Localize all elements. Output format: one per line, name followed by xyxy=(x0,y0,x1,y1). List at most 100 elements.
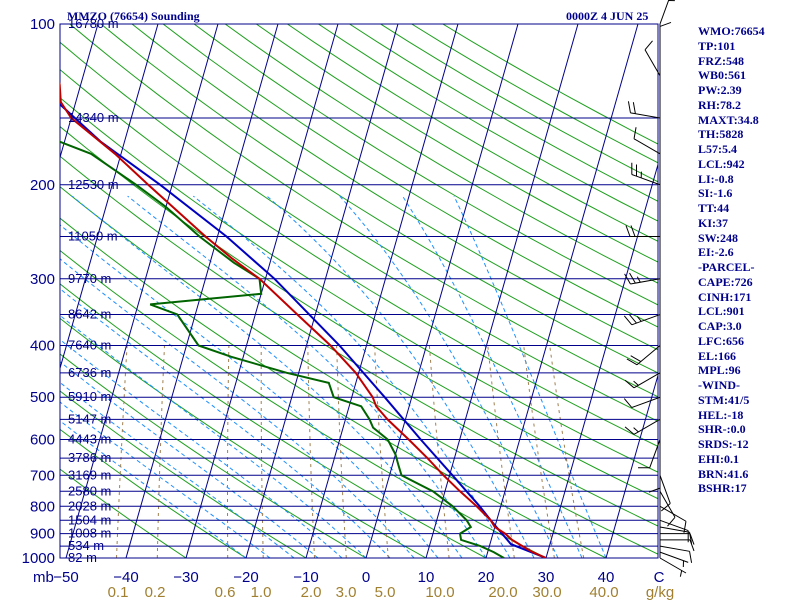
height-label: 16780 m xyxy=(68,16,119,31)
index-item: EI:-2.6 xyxy=(698,245,734,260)
isotherm xyxy=(545,162,658,558)
wind-barb-feather xyxy=(632,102,636,114)
index-item: -WIND- xyxy=(698,378,740,392)
height-label: 2580 m xyxy=(68,483,111,498)
dry-adiabat xyxy=(60,317,427,558)
wind-barb xyxy=(626,345,661,366)
wind-barb-feather xyxy=(623,315,633,326)
dry-adiabat xyxy=(287,24,658,242)
temperature-tick-label: −40 xyxy=(113,569,138,586)
dry-adiabat xyxy=(60,125,658,500)
wind-barb xyxy=(659,526,693,544)
moist-adiabat xyxy=(127,195,487,558)
wind-barb-staff xyxy=(631,396,661,408)
index-item: WB0:561 xyxy=(698,68,746,83)
wind-barb-feather xyxy=(689,539,695,552)
height-label: 8642 m xyxy=(68,307,111,322)
mixing-ratio-line xyxy=(523,345,555,558)
mixing-ratio-unit-label: g/kg xyxy=(646,584,674,600)
height-label: 1504 m xyxy=(68,512,111,527)
index-item: L57:5.4 xyxy=(698,142,737,156)
isotherm xyxy=(305,24,459,558)
mixing-ratio-label: 20.0 xyxy=(488,584,517,600)
dry-adiabat xyxy=(60,428,247,558)
moist-adiabat xyxy=(60,381,295,558)
index-item: BSHR:17 xyxy=(698,481,747,496)
moist-adiabat xyxy=(60,258,415,558)
height-label: 5910 m xyxy=(68,389,111,404)
temperature-tick-label: 30 xyxy=(538,569,555,586)
mixing-ratio-label: 10.0 xyxy=(425,584,454,600)
wind-barb-feather xyxy=(689,533,695,545)
index-item: LFC:656 xyxy=(698,333,744,348)
wind-barb xyxy=(625,225,660,237)
wind-barb-feather xyxy=(628,313,637,324)
moist-adiabat xyxy=(192,195,511,558)
index-item: WMO:76654 xyxy=(698,24,765,38)
height-label: 4443 m xyxy=(68,432,111,447)
wind-barb xyxy=(627,101,661,119)
dry-adiabat xyxy=(131,24,658,351)
index-item: SRDS:-12 xyxy=(698,437,749,451)
index-item: CINH:171 xyxy=(698,289,752,304)
mixing-ratio-line xyxy=(428,345,450,558)
isotherm xyxy=(365,24,519,558)
wind-barb xyxy=(624,272,661,285)
pressure-tick-label: 200 xyxy=(30,177,55,194)
index-item: LI:-0.8 xyxy=(698,171,734,186)
wind-barb-half-feather xyxy=(636,316,642,322)
moist-adiabat xyxy=(60,338,343,558)
wind-barb-feather xyxy=(625,225,631,237)
wind-barb-feather xyxy=(683,521,687,533)
index-item: -PARCEL- xyxy=(698,260,755,274)
temperature-tick-label: 0 xyxy=(362,569,370,586)
dry-adiabat xyxy=(60,41,658,422)
index-item: TH:5828 xyxy=(698,127,744,142)
wind-barb xyxy=(659,519,689,543)
mixing-ratio-line xyxy=(260,345,264,558)
wind-barb xyxy=(631,162,661,186)
wind-barb-feather xyxy=(660,503,671,512)
sounding-datetime: 0000Z 4 JUN 25 xyxy=(566,9,649,23)
isotherm xyxy=(125,24,279,558)
wind-barb-feather xyxy=(648,487,661,493)
moist-adiabat xyxy=(60,314,367,558)
height-label: 11050 m xyxy=(68,228,118,243)
wind-barb-feather xyxy=(623,398,633,408)
dry-adiabat xyxy=(60,390,307,558)
height-label: 6736 m xyxy=(68,365,111,380)
temperature-tick-label: −50 xyxy=(53,569,78,586)
dry-adiabat xyxy=(60,353,367,558)
wind-barb-staff xyxy=(659,519,689,532)
pressure-tick-label: 300 xyxy=(30,271,55,288)
mixing-ratio-line xyxy=(116,345,128,558)
index-item: PW:2.39 xyxy=(698,83,742,97)
temperature-tick-label: −30 xyxy=(173,569,198,586)
dry-adiabat xyxy=(60,68,658,447)
mixing-ratio-label: 0.1 xyxy=(108,584,129,600)
wind-barb xyxy=(659,545,693,563)
station-title: MMZO (76654) Sounding xyxy=(67,9,200,23)
moist-adiabat xyxy=(453,195,607,558)
isotherm xyxy=(60,24,99,160)
height-label: 14340 m xyxy=(68,110,119,125)
height-label: 12530 m xyxy=(68,177,119,192)
wind-barb-feather xyxy=(644,40,653,51)
mixing-ratio-line xyxy=(487,345,515,558)
wind-barb-feather xyxy=(624,426,635,435)
wind-barb xyxy=(623,313,661,326)
pressure-tick-label: 900 xyxy=(30,526,55,543)
index-item: EHI:0.1 xyxy=(698,451,740,466)
mixing-ratio-line xyxy=(307,345,315,558)
wind-barb-staff xyxy=(659,491,676,518)
mixing-ratio-line xyxy=(336,345,347,558)
wind-barb xyxy=(659,21,672,57)
background-lines xyxy=(60,24,658,558)
dry-adiabat xyxy=(162,24,658,328)
dry-adiabat xyxy=(318,24,658,222)
wind-barb-feather xyxy=(630,355,642,363)
wind-barb xyxy=(624,418,661,435)
index-item: CAP:3.0 xyxy=(698,319,742,333)
index-item: TP:101 xyxy=(698,38,736,53)
